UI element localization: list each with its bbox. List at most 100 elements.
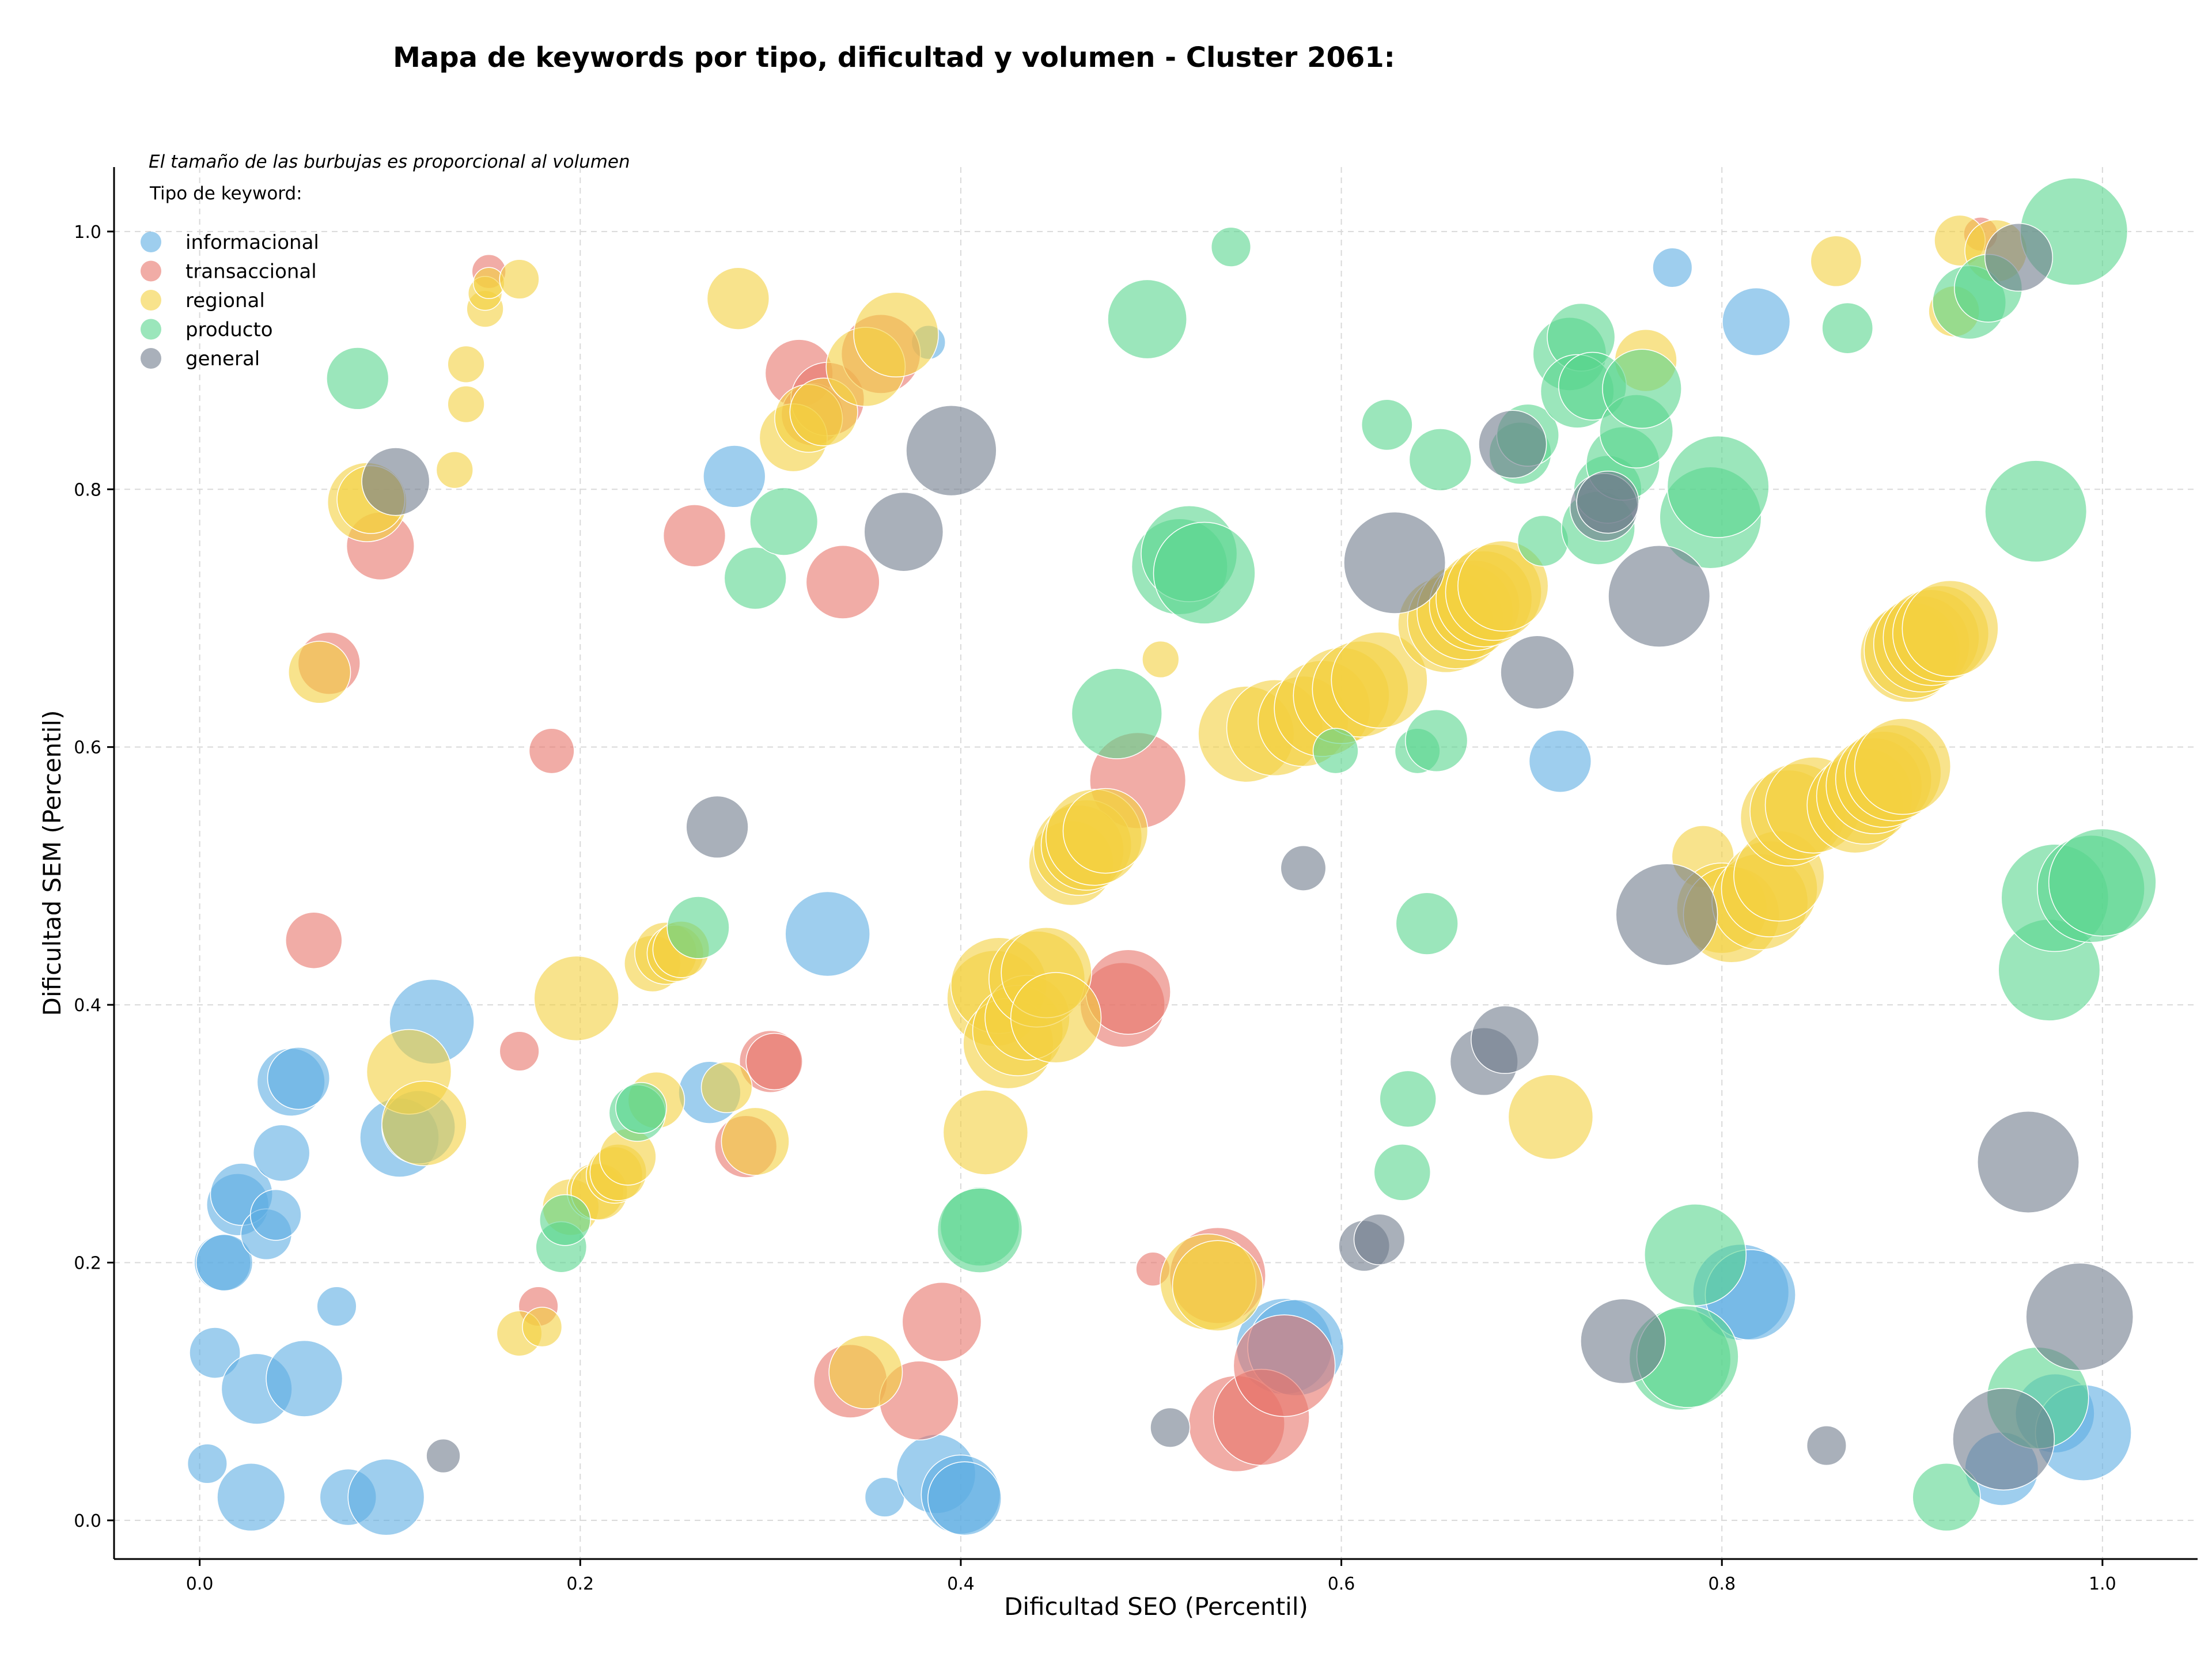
informacional-bubble[interactable] xyxy=(703,445,766,508)
general-bubble[interactable] xyxy=(906,404,997,497)
regional-bubble[interactable] xyxy=(447,385,485,423)
informacional-bubble[interactable] xyxy=(1528,729,1592,793)
general-bubble[interactable] xyxy=(1615,863,1718,966)
general-bubble[interactable] xyxy=(1343,511,1446,614)
regional-bubble[interactable] xyxy=(721,1107,790,1176)
producto-bubble[interactable] xyxy=(1373,1144,1431,1201)
regional-bubble[interactable] xyxy=(706,267,770,330)
regional-bubble[interactable] xyxy=(533,955,619,1042)
producto-bubble[interactable] xyxy=(615,1082,667,1134)
producto-bubble[interactable] xyxy=(1666,435,1770,538)
informacional-bubble[interactable] xyxy=(1722,287,1791,356)
general-bubble[interactable] xyxy=(863,491,944,572)
producto-bubble[interactable] xyxy=(1153,521,1256,625)
regional-bubble[interactable] xyxy=(499,259,540,300)
transaccional-bubble[interactable] xyxy=(528,728,575,774)
transaccional-bubble[interactable] xyxy=(805,544,880,619)
producto-bubble[interactable] xyxy=(326,347,389,410)
producto-bubble[interactable] xyxy=(1644,1204,1747,1307)
general-bubble[interactable] xyxy=(1500,635,1575,710)
x-axis-ticks: 0.0 0.2 0.4 0.6 0.8 1.0 xyxy=(186,1559,2116,1594)
transaccional-bubble[interactable] xyxy=(1233,1314,1336,1417)
producto-bubble[interactable] xyxy=(749,487,819,556)
general-bubble[interactable] xyxy=(1952,1388,2055,1490)
regional-bubble[interactable] xyxy=(381,1080,467,1167)
general-bubble[interactable] xyxy=(1576,470,1639,534)
general-bubble[interactable] xyxy=(426,1438,461,1474)
regional-bubble[interactable] xyxy=(1142,640,1180,679)
informacional-bubble[interactable] xyxy=(927,1461,1002,1536)
regional-bubble[interactable] xyxy=(1172,1240,1264,1331)
general-bubble[interactable] xyxy=(1806,1425,1847,1466)
regional-bubble[interactable] xyxy=(435,451,474,489)
producto-bubble[interactable] xyxy=(1071,668,1162,759)
producto-bubble[interactable] xyxy=(1312,728,1359,774)
x-tick-label: 0.2 xyxy=(566,1574,594,1594)
regional-bubble[interactable] xyxy=(1508,1074,1594,1160)
informacional-bubble[interactable] xyxy=(316,1286,357,1327)
informacional-bubble[interactable] xyxy=(195,1234,253,1292)
series-informacional xyxy=(187,247,2132,1536)
regional-bubble[interactable] xyxy=(1854,718,1952,815)
producto-bubble[interactable] xyxy=(1405,709,1468,773)
informacional-bubble[interactable] xyxy=(347,1458,425,1536)
producto-bubble[interactable] xyxy=(724,546,787,610)
producto-bubble[interactable] xyxy=(1361,399,1413,451)
regional-bubble[interactable] xyxy=(942,1089,1029,1175)
informacional-bubble[interactable] xyxy=(252,1124,310,1182)
regional-bubble[interactable] xyxy=(700,1061,753,1114)
general-bubble[interactable] xyxy=(1353,1213,1406,1266)
informacional-bubble[interactable] xyxy=(267,1046,331,1110)
general-bubble[interactable] xyxy=(1280,845,1327,891)
regional-bubble[interactable] xyxy=(1810,235,1862,287)
grid-lines xyxy=(114,167,2198,1559)
producto-bubble[interactable] xyxy=(1408,428,1472,491)
general-bubble[interactable] xyxy=(2025,1262,2134,1371)
transaccional-bubble[interactable] xyxy=(902,1282,982,1362)
regional-bubble[interactable] xyxy=(1062,788,1149,874)
regional-bubble[interactable] xyxy=(853,292,939,378)
general-bubble[interactable] xyxy=(1608,544,1711,648)
general-bubble[interactable] xyxy=(1580,1298,1666,1384)
regional-bubble[interactable] xyxy=(1902,580,1999,677)
producto-bubble[interactable] xyxy=(1379,1070,1437,1128)
producto-bubble[interactable] xyxy=(2048,828,2157,937)
regional-bubble[interactable] xyxy=(447,345,485,383)
regional-bubble[interactable] xyxy=(522,1307,563,1348)
producto-bubble[interactable] xyxy=(1210,226,1252,267)
producto-bubble[interactable] xyxy=(666,896,730,959)
general-bubble[interactable] xyxy=(1150,1407,1191,1448)
regional-bubble[interactable] xyxy=(1010,972,1102,1064)
transaccional-bubble[interactable] xyxy=(285,911,343,969)
regional-bubble[interactable] xyxy=(828,1335,903,1410)
y-axis-label: Dificultad SEM (Percentil) xyxy=(38,710,66,1016)
general-bubble[interactable] xyxy=(1984,223,2054,292)
regional-bubble[interactable] xyxy=(1457,540,1549,632)
informacional-bubble[interactable] xyxy=(217,1463,286,1532)
general-bubble[interactable] xyxy=(1977,1111,2080,1213)
general-bubble[interactable] xyxy=(1471,1005,1540,1074)
informacional-bubble[interactable] xyxy=(266,1340,343,1417)
producto-bubble[interactable] xyxy=(1517,514,1569,567)
informacional-bubble[interactable] xyxy=(785,891,870,977)
producto-bubble[interactable] xyxy=(1395,892,1459,955)
producto-bubble[interactable] xyxy=(539,1194,591,1246)
producto-bubble[interactable] xyxy=(1107,279,1187,360)
informacional-bubble[interactable] xyxy=(187,1443,228,1484)
regional-bubble[interactable] xyxy=(1331,631,1428,729)
informacional-bubble[interactable] xyxy=(1652,247,1693,288)
producto-bubble[interactable] xyxy=(1821,302,1874,354)
producto-bubble[interactable] xyxy=(937,1187,1023,1273)
regional-bubble[interactable] xyxy=(288,641,351,704)
transaccional-bubble[interactable] xyxy=(662,504,726,567)
informacional-bubble[interactable] xyxy=(249,1189,302,1241)
producto-bubble[interactable] xyxy=(1912,1463,1981,1532)
informacional-bubble[interactable] xyxy=(189,1327,241,1379)
general-bubble[interactable] xyxy=(685,795,749,859)
general-bubble[interactable] xyxy=(361,447,430,516)
general-bubble[interactable] xyxy=(1478,410,1547,479)
producto-bubble[interactable] xyxy=(1984,460,2088,563)
transaccional-bubble[interactable] xyxy=(499,1031,540,1072)
producto-bubble[interactable] xyxy=(1602,349,1682,429)
transaccional-bubble[interactable] xyxy=(745,1032,803,1091)
